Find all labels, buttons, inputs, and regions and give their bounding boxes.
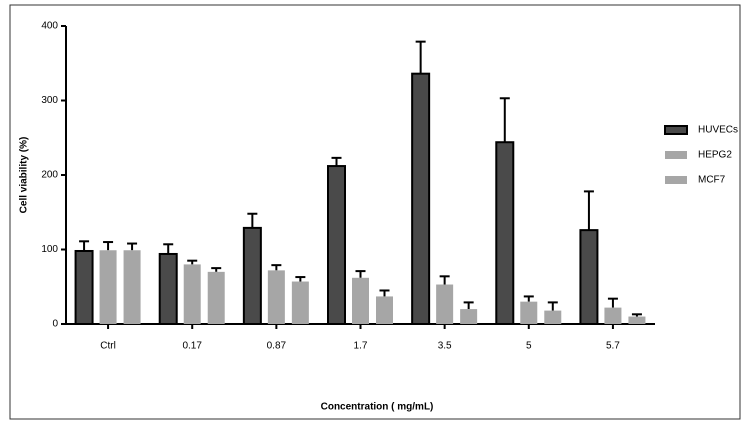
bar xyxy=(291,281,309,324)
bar xyxy=(183,264,201,324)
x-axis-label: Concentration ( mg/mL) xyxy=(321,402,434,413)
y-axis-label: Cell viability (%) xyxy=(19,137,30,214)
bar xyxy=(436,284,454,324)
bar xyxy=(158,252,178,325)
y-tick-label: 100 xyxy=(41,244,58,255)
bar xyxy=(74,249,94,326)
x-tick-label: 5.7 xyxy=(606,341,620,352)
bar xyxy=(267,270,285,324)
bar xyxy=(544,310,562,324)
y-tick-label: 400 xyxy=(41,21,58,32)
bar xyxy=(123,250,141,324)
frame xyxy=(9,4,741,420)
bar xyxy=(579,229,599,326)
legend-label: MCF7 xyxy=(698,175,726,186)
x-tick-label: 0.17 xyxy=(182,341,202,352)
y-tick-label: 200 xyxy=(41,170,58,181)
legend-swatch xyxy=(664,125,688,135)
x-tick-label: 1.7 xyxy=(354,341,368,352)
bar xyxy=(352,277,369,324)
legend-swatch xyxy=(665,176,687,184)
x-tick-label: Ctrl xyxy=(100,341,116,352)
y-tick-label: 0 xyxy=(52,319,58,330)
bar xyxy=(628,316,646,324)
x-tick-label: 3.5 xyxy=(438,341,452,352)
legend-label: HUVECs xyxy=(698,125,738,136)
bar xyxy=(327,165,346,325)
bar xyxy=(495,141,515,325)
bar xyxy=(460,309,478,324)
legend-swatch xyxy=(665,151,687,159)
x-tick-label: 5 xyxy=(526,341,532,352)
y-tick-label: 300 xyxy=(41,95,58,106)
x-tick-label: 0.87 xyxy=(267,341,287,352)
bar xyxy=(99,250,117,324)
bar xyxy=(520,301,538,324)
bar xyxy=(411,72,431,326)
bar xyxy=(242,226,262,326)
bar xyxy=(604,307,622,324)
bar xyxy=(207,271,225,324)
legend-label: HEPG2 xyxy=(698,150,732,161)
bar xyxy=(376,296,393,324)
